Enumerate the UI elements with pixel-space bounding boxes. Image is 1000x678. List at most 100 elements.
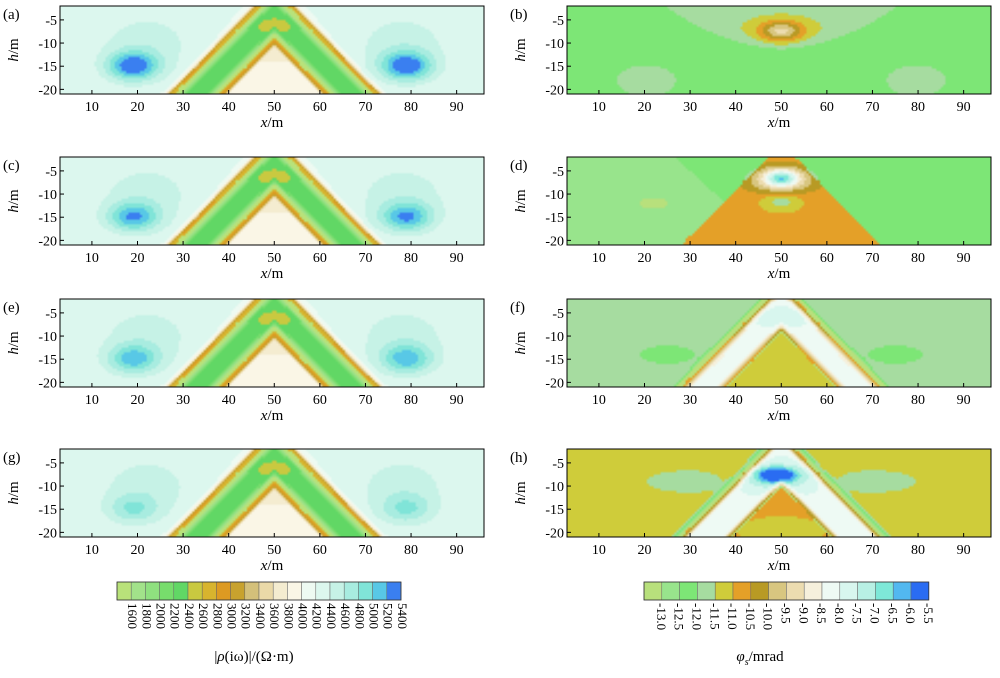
colorbar-swatch <box>821 581 841 601</box>
x-axis-label: x/m <box>767 115 791 131</box>
colorbar-label: |ρ(iω)|/(Ω·m) <box>214 649 293 665</box>
panel-b: (b) -5 -10 -15 -20 10 20 30 40 50 60 70 80 90 h/m x/m <box>510 5 992 131</box>
x-tick-label: 40 <box>222 393 236 408</box>
colorbar-tick-label: 2200 <box>168 603 183 629</box>
y-tick-label: -5 <box>45 307 57 322</box>
x-tick-label: 20 <box>131 251 145 266</box>
x-tick-label: 10 <box>85 251 99 266</box>
x-tick-label: 30 <box>176 543 190 558</box>
x-tick-label: 30 <box>176 393 190 408</box>
y-tick-label: -5 <box>45 457 57 472</box>
x-tick-label: 40 <box>729 100 743 115</box>
colorbar-tick-label: -7.5 <box>850 603 865 624</box>
x-tick-label: 70 <box>865 100 879 115</box>
y-tick-label: -15 <box>545 503 564 518</box>
colorbar-tick-label: -10.5 <box>743 603 758 630</box>
y-tick-label: -15 <box>545 60 564 75</box>
colorbar-swatch <box>768 581 787 601</box>
x-tick-label: 40 <box>729 543 743 558</box>
x-tick-label: 10 <box>592 100 606 115</box>
x-tick-label: 20 <box>638 543 652 558</box>
y-tick-label: -5 <box>552 307 564 322</box>
panel-h: (h) -5 -10 -15 -20 10 20 30 40 50 60 70 80 90 h/m x/m <box>510 448 992 574</box>
panel-label: (c) <box>3 158 20 174</box>
x-tick-label: 70 <box>865 393 879 408</box>
x-tick-label: 80 <box>911 393 925 408</box>
colorbar-swatch <box>732 581 752 601</box>
colorbar-tick-label: -6.5 <box>885 603 900 624</box>
panel-label: (f) <box>510 300 525 316</box>
x-tick-label: 80 <box>404 393 418 408</box>
panel-c: (c) -5 -10 -15 -20 10 20 30 40 50 60 70 80 90 h/m x/m <box>3 156 485 282</box>
colorbar-tick-label: -5.5 <box>921 603 936 624</box>
colorbar-swatch <box>358 581 373 601</box>
colorbar-tick-label: 2800 <box>210 603 225 629</box>
y-tick-label: -5 <box>552 165 564 180</box>
heatmap-image <box>567 299 991 387</box>
x-tick-label: 70 <box>358 543 372 558</box>
colorbar-swatch <box>230 581 246 601</box>
colorbar-tick-label: 3400 <box>253 603 268 629</box>
colorbar-tick-label: 3000 <box>225 603 240 629</box>
phase-colorbar: -13.0 -12.5 -12.0 -11.5 -11.0 -10.5 -10.0 -9.5-… <box>643 581 936 668</box>
colorbar-tick-label: 2400 <box>182 603 197 629</box>
panel-label: (b) <box>510 7 528 23</box>
colorbar-tick-label: 5000 <box>367 603 382 629</box>
plot-frame <box>566 156 992 246</box>
plot-frame <box>566 448 992 538</box>
colorbar-swatch <box>315 581 331 601</box>
y-tick-label: -15 <box>38 503 57 518</box>
heatmap-image <box>60 299 484 387</box>
x-tick-label: 30 <box>683 543 697 558</box>
colorbar-tick-label: 5400 <box>395 603 410 629</box>
x-tick-label: 80 <box>404 100 418 115</box>
y-tick-label: -20 <box>545 83 564 98</box>
heatmap-image <box>567 449 991 537</box>
colorbar-tick-label: -9.5 <box>779 603 794 624</box>
colorbar-tick-label: -8.0 <box>832 603 847 624</box>
colorbars-group: 1600 1800 2000 2200 2400 2600 2800 3000 3200 3400… <box>116 581 936 668</box>
colorbar-tick-label: -13.0 <box>654 603 669 630</box>
x-tick-label: 50 <box>774 393 788 408</box>
colorbar-tick-label: -10.0 <box>761 603 776 630</box>
colorbar-swatch <box>244 581 260 601</box>
x-tick-label: 60 <box>820 100 834 115</box>
plot-frame <box>59 5 485 95</box>
colorbar-swatch <box>343 581 359 601</box>
heatmap-image <box>60 6 484 94</box>
y-tick-label: -10 <box>38 37 57 52</box>
x-axis-label: x/m <box>260 266 284 282</box>
x-tick-label: 50 <box>267 393 281 408</box>
x-tick-label: 50 <box>267 251 281 266</box>
x-tick-label: 20 <box>131 393 145 408</box>
heatmap-image <box>60 157 484 245</box>
y-axis-label: h/m <box>513 38 529 62</box>
y-tick-label: -10 <box>38 330 57 345</box>
plot-frame <box>59 448 485 538</box>
colorbar-tick-label: -7.0 <box>868 603 883 624</box>
colorbar-swatch <box>892 581 912 601</box>
y-axis-label: h/m <box>6 331 22 355</box>
colorbar-tick-label: 5200 <box>381 603 396 629</box>
y-tick-label: -20 <box>545 526 564 541</box>
colorbar-swatch <box>679 581 698 601</box>
colorbar-tick-label: -12.0 <box>690 603 705 630</box>
x-tick-label: 20 <box>131 543 145 558</box>
colorbar-swatch <box>159 581 175 601</box>
panel-label: (d) <box>510 158 528 174</box>
colorbar-tick-label: 3600 <box>267 603 282 629</box>
y-axis-label: h/m <box>513 331 529 355</box>
colorbar-tick-label: 4400 <box>324 603 339 629</box>
plot-frame <box>59 298 485 388</box>
x-axis-label: x/m <box>767 558 791 574</box>
colorbar-tick-label: 3800 <box>281 603 296 629</box>
x-tick-label: 80 <box>404 251 418 266</box>
x-tick-label: 60 <box>820 393 834 408</box>
colorbar-swatch <box>839 581 858 601</box>
x-tick-label: 60 <box>820 543 834 558</box>
y-tick-label: -15 <box>38 60 57 75</box>
x-tick-label: 40 <box>222 100 236 115</box>
x-tick-label: 90 <box>957 543 971 558</box>
panel-label: (h) <box>510 450 528 466</box>
y-tick-label: -15 <box>38 353 57 368</box>
